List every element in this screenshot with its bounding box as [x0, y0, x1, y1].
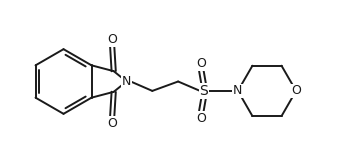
- Text: O: O: [196, 112, 206, 125]
- Text: O: O: [107, 33, 117, 46]
- Text: S: S: [200, 84, 208, 98]
- Text: N: N: [233, 84, 242, 97]
- Text: N: N: [122, 75, 131, 88]
- Text: O: O: [196, 57, 206, 70]
- Text: O: O: [107, 117, 117, 130]
- Text: O: O: [291, 84, 301, 97]
